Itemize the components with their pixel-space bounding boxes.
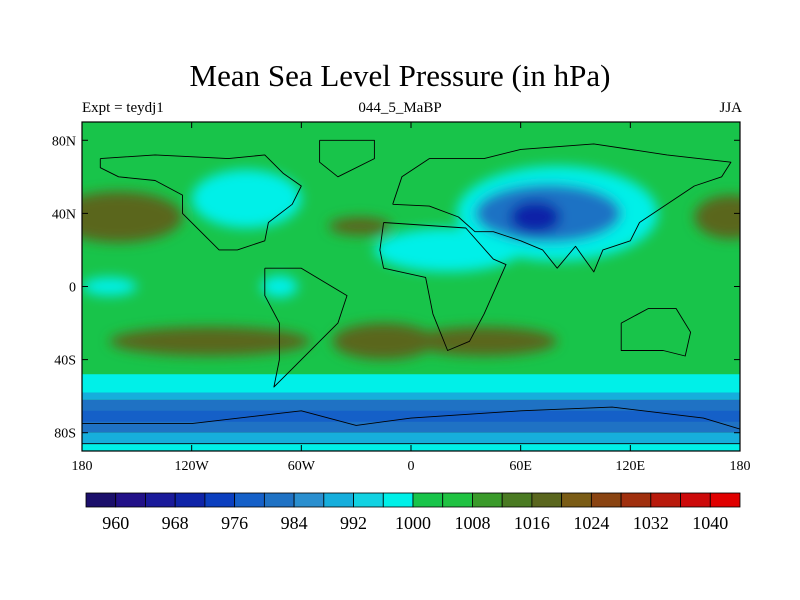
colorbar-swatch-3 [174,492,206,508]
coastline-greenland [319,139,375,178]
colorbar-label: 1024 [573,513,609,533]
x-tick-label: 60E [509,459,532,474]
colorbar-label: 1040 [692,513,728,533]
x-tick-label: 120E [616,459,646,474]
colorbar-swatch-20 [680,492,711,508]
y-tick-label: 0 [69,281,76,296]
plot-area [82,122,740,451]
colorbar-label: 960 [102,513,129,533]
pressure-south-pacific-high [109,326,311,356]
y-tick-label: 80N [52,134,76,149]
colorbar-label: 984 [281,513,308,533]
southern-band-0 [82,374,740,393]
colorbar-swatch-21 [709,492,741,508]
colorbar-swatch-12 [442,492,473,508]
x-tick-label: 180 [730,459,751,474]
southern-band-1 [82,392,740,400]
pressure-equatorial-africa [261,275,298,298]
colorbar-swatch-5 [234,492,265,508]
southern-band-3 [82,410,740,422]
colorbar-label: 976 [221,513,248,533]
pressure-asian-low-core [509,200,561,234]
pressure-south-indian-high [411,326,558,356]
colorbar-swatch-13 [472,492,503,508]
run-label: 044_5_MaBP [358,100,442,116]
x-tick-label: 0 [408,459,415,474]
colorbar-swatch-9 [353,492,384,508]
y-tick-label: 40N [52,207,76,222]
colorbar-swatch-2 [145,492,176,508]
southern-band-4 [82,432,740,444]
colorbar-swatch-8 [323,492,354,508]
y-tick-label: 40S [54,354,76,369]
colorbar-label: 1032 [633,513,669,533]
axes: 180 120W 60W 0 60E 120E 180 80N 40N 0 40S 80S [52,122,751,474]
colorbar-swatch-6 [263,492,295,508]
pressure-systems [82,165,740,360]
pressure-north-pacific-high-edge [694,195,740,239]
pressure-east-pacific-low [82,277,137,296]
coastline-antarctica [82,406,740,445]
colorbar-swatch-16 [561,492,592,508]
colorbar-swatch-0 [85,492,117,508]
coastline-africa [379,222,507,351]
coastline-eurasia [392,143,732,273]
colorbar: 960 968 976 984 992 1000 1008 1016 1024 1032 1040 [85,492,741,533]
y-tick-label: 80S [54,427,76,442]
colorbar-swatch-1 [115,492,146,508]
coastline-australia [620,307,692,357]
colorbar-label: 1016 [514,513,550,533]
colorbar-swatch-19 [650,492,681,508]
colorbar-swatch-7 [293,492,325,508]
pressure-south-atlantic-high [332,323,435,360]
colorbar-label: 992 [340,513,367,533]
colorbar-swatch-11 [412,492,444,508]
coastline-north-america [99,154,302,251]
coastline-south-america [264,267,348,388]
pressure-sahara-low [374,228,521,272]
colorbar-swatch-17 [590,492,622,508]
x-tick-label: 60W [288,459,316,474]
colorbar-label: 1000 [395,513,431,533]
x-tick-label: 120W [175,459,210,474]
colorbar-swatch-4 [204,492,236,508]
pressure-north-atlantic-high [328,217,391,236]
experiment-label: Expt = teydj1 [82,100,164,116]
x-tick-label: 180 [72,459,93,474]
colorbar-swatch-15 [531,492,563,508]
colorbar-swatch-18 [620,492,652,508]
colorbar-label: 1008 [454,513,490,533]
pressure-north-pacific-high [82,191,183,243]
colorbar-label: 968 [162,513,189,533]
season-label: JJA [719,100,742,116]
colorbar-swatch-14 [501,492,533,508]
pressure-arctic-low [191,169,302,229]
colorbar-swatch-10 [382,492,414,508]
chart-title: Mean Sea Level Pressure (in hPa) [189,58,611,93]
coastline-layer [82,139,740,445]
